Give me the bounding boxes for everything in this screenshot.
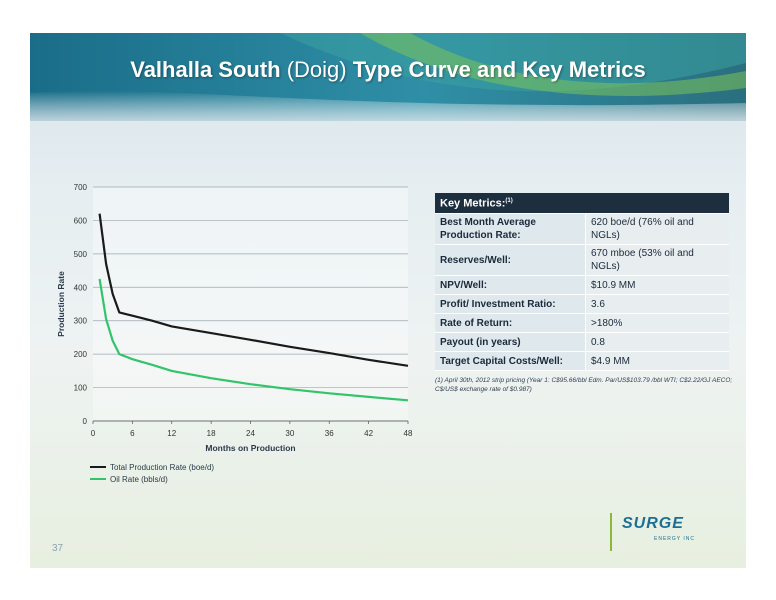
legend-swatch-total <box>90 466 106 468</box>
y-tick-label: 600 <box>74 216 88 225</box>
legend-swatch-oil <box>90 478 106 480</box>
series-line-oil <box>98 278 409 402</box>
metric-label: Best Month Average Production Rate: <box>435 213 586 245</box>
key-metrics-header-row: Key Metrics:(1) <box>435 193 729 214</box>
title-part-paren: (Doig) <box>280 57 353 82</box>
legend-item-oil: Oil Rate (bbls/d) <box>90 473 214 485</box>
y-tick-label: 200 <box>74 350 88 359</box>
y-axis-label: Production Rate <box>56 271 66 337</box>
metric-value: >180% <box>585 313 729 333</box>
metric-row: Rate of Return: >180% <box>435 313 729 333</box>
y-tick-label: 300 <box>74 317 88 326</box>
metric-label: Rate of Return: <box>435 313 586 333</box>
key-metrics-header-sup: (1) <box>505 198 513 205</box>
x-tick-label: 6 <box>130 429 135 438</box>
metric-value: 0.8 <box>585 332 729 352</box>
metric-row: NPV/Well: $10.9 MM <box>435 275 729 295</box>
key-metrics-table: Key Metrics:(1) Best Month Average Produ… <box>435 193 729 371</box>
y-tick-label: 500 <box>74 250 88 259</box>
x-tick-label: 24 <box>246 429 255 438</box>
metric-value: 620 boe/d (76% oil and NGLs) <box>585 213 729 245</box>
x-tick-label: 30 <box>285 429 294 438</box>
legend-label-total: Total Production Rate (boe/d) <box>110 462 215 472</box>
metric-value: 3.6 <box>585 294 729 314</box>
logo-divider <box>610 513 612 551</box>
metric-label: NPV/Well: <box>435 275 586 295</box>
page-number: 37 <box>52 543 64 554</box>
key-metrics-header: Key Metrics:(1) <box>435 193 729 214</box>
metric-row: Reserves/Well: 670 mboe (53% oil and NGL… <box>435 244 729 276</box>
metric-row: Target Capital Costs/Well: $4.9 MM <box>435 351 729 371</box>
title-part-bold-1: Valhalla South <box>130 57 281 82</box>
x-tick-label: 48 <box>404 429 413 438</box>
y-tick-label: 400 <box>74 283 88 292</box>
metric-value: $4.9 MM <box>585 351 729 371</box>
metric-row: Profit/ Investment Ratio: 3.6 <box>435 294 729 314</box>
metric-row: Payout (in years) 0.8 <box>435 332 729 352</box>
metric-value: $10.9 MM <box>585 275 729 295</box>
type-curve-chart: 0 100 200 300 400 500 600 700 0 6 12 18 24 30 36 42 48 Mo… <box>56 183 413 453</box>
plot-area <box>93 187 408 421</box>
legend-label-oil: Oil Rate (bbls/d) <box>110 474 168 484</box>
metric-label: Target Capital Costs/Well: <box>435 351 586 371</box>
metrics-footnote: (1) April 30th, 2012 strip pricing (Year… <box>435 377 733 393</box>
x-tick-label: 0 <box>91 429 96 438</box>
metric-label: Payout (in years) <box>435 332 586 352</box>
y-tick-label: 700 <box>74 183 88 192</box>
slide-title: Valhalla South (Doig) Type Curve and Key… <box>30 57 746 83</box>
logo-name: SURGE <box>622 515 684 532</box>
y-tick-label: 0 <box>83 417 88 426</box>
key-metrics-header-text: Key Metrics: <box>440 197 506 210</box>
metric-value: 670 mboe (53% oil and NGLs) <box>585 244 729 276</box>
x-tick-label: 36 <box>325 429 334 438</box>
logo-subtitle: ENERGY INC <box>654 536 696 542</box>
x-tick-label: 18 <box>207 429 216 438</box>
x-tick-label: 12 <box>167 429 176 438</box>
y-tick-label: 100 <box>74 384 88 393</box>
slide: Valhalla South (Doig) Type Curve and Key… <box>30 33 746 568</box>
banner-background <box>30 33 746 121</box>
chart-legend: Total Production Rate (boe/d) Oil Rate (… <box>90 461 214 485</box>
metric-label: Profit/ Investment Ratio: <box>435 294 586 314</box>
x-tick-label: 42 <box>364 429 373 438</box>
title-part-bold-2: Type Curve and Key Metrics <box>352 57 646 82</box>
metric-row: Best Month Average Production Rate: 620 … <box>435 213 729 245</box>
legend-item-total: Total Production Rate (boe/d) <box>90 461 214 473</box>
metric-label: Reserves/Well: <box>435 244 586 276</box>
x-axis-label: Months on Production <box>205 443 295 453</box>
series-line-total <box>98 213 409 367</box>
